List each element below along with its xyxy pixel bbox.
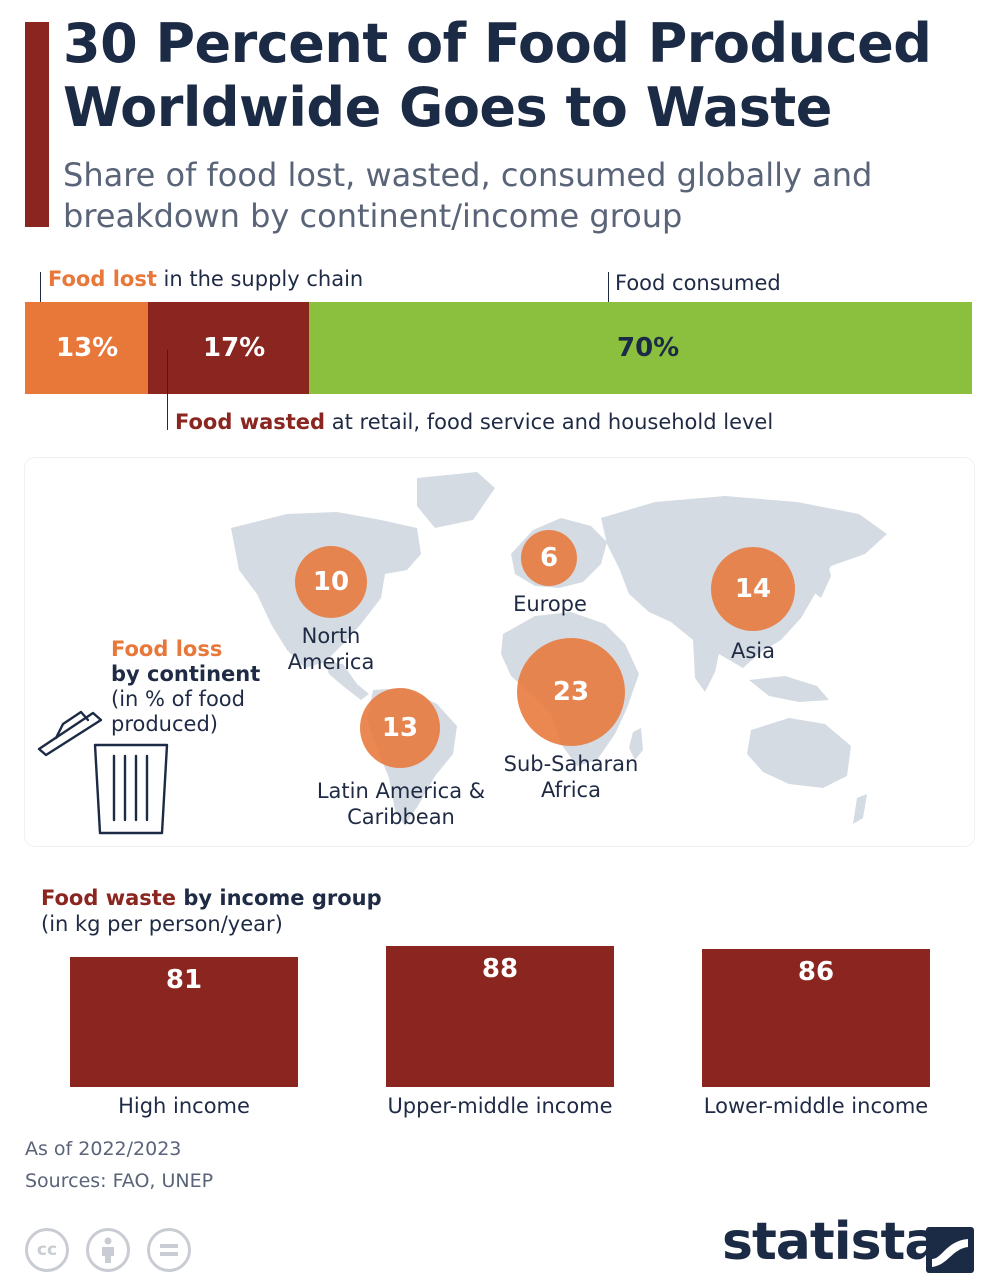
share-stacked-bar: 13% 17% 70% xyxy=(25,302,972,394)
region-label-sub-saharan-africa-line2: Africa xyxy=(541,778,601,802)
income-bar-category-2: Upper-middle income xyxy=(387,1094,613,1118)
income-bar-3 xyxy=(702,949,930,1087)
wasted-label-tick xyxy=(167,350,168,430)
region-label-latin-america: Latin America & Caribbean xyxy=(317,778,485,830)
bubble-value-latin-america: 13 xyxy=(381,713,419,743)
food-lost-label-highlight: Food lost xyxy=(48,267,157,291)
region-label-north-america: North America xyxy=(288,623,375,675)
bubble-value-north-america: 10 xyxy=(312,567,350,597)
date-note: As of 2022/2023 xyxy=(25,1138,182,1160)
region-label-sub-saharan-africa: Sub-Saharan Africa xyxy=(504,751,639,803)
income-chart-subtitle: (in kg per person/year) xyxy=(41,912,283,936)
income-chart-title: Food waste by income group xyxy=(41,885,382,911)
segment-food-lost xyxy=(25,302,149,394)
income-bar-value-3: 86 xyxy=(797,957,835,988)
attribution-icon-glyph xyxy=(102,1237,114,1263)
map-legend-line2: by continent xyxy=(111,662,261,686)
page-subtitle: Share of food lost, wasted, consumed glo… xyxy=(63,156,873,235)
income-bar-value-1: 81 xyxy=(165,965,203,996)
food-wasted-label-rest: at retail, food service and household le… xyxy=(325,410,774,434)
region-label-europe: Europe xyxy=(513,592,587,616)
income-bar-category-1: High income xyxy=(118,1094,250,1118)
segment-food-lost-value: 13% xyxy=(56,333,119,363)
bubble-north-america xyxy=(295,546,367,618)
map-bubbles xyxy=(295,530,795,768)
region-label-sub-saharan-africa-line1: Sub-Saharan xyxy=(503,752,639,776)
income-chart-title-highlight: Food waste xyxy=(41,886,177,910)
segment-food-consumed-value: 70% xyxy=(617,333,680,363)
segment-food-wasted xyxy=(148,302,310,394)
bubble-europe xyxy=(521,530,577,586)
no-derivatives-icon-glyph xyxy=(160,1244,178,1256)
bubble-value-sub-saharan-africa: 23 xyxy=(552,677,590,707)
creative-commons-icon[interactable]: cc xyxy=(25,1228,69,1272)
income-chart-title-rest: by income group xyxy=(176,886,382,910)
income-bar-category-3: Lower-middle income xyxy=(703,1094,929,1118)
region-label-latin-america-line1: Latin America & xyxy=(316,779,486,803)
region-label-north-america-line2: America xyxy=(287,650,375,674)
bubble-value-europe: 6 xyxy=(539,543,559,573)
food-lost-label: Food lost in the supply chain xyxy=(48,267,363,291)
bubble-latin-america xyxy=(360,688,440,768)
region-label-latin-america-line2: Caribbean xyxy=(347,805,455,829)
segment-food-consumed xyxy=(309,302,972,394)
bubble-value-asia: 14 xyxy=(734,574,772,604)
sources-note: Sources: FAO, UNEP xyxy=(25,1170,214,1192)
income-bar-1 xyxy=(70,957,298,1087)
world-map-panel xyxy=(25,458,974,846)
map-legend-line4: produced) xyxy=(111,712,218,736)
income-bar-value-2: 88 xyxy=(481,954,519,985)
title-accent-bar xyxy=(25,22,49,227)
world-map xyxy=(37,472,887,835)
no-derivatives-icon[interactable] xyxy=(147,1228,191,1272)
bubble-sub-saharan-africa xyxy=(517,638,625,746)
food-wasted-label: Food wasted at retail, food service and … xyxy=(175,410,773,434)
trash-can-icon xyxy=(37,710,169,835)
region-label-north-america-line1: North xyxy=(301,624,361,648)
region-label-asia: Asia xyxy=(730,639,776,663)
map-legend-line3: (in % of food xyxy=(111,687,245,711)
bubble-asia xyxy=(711,547,795,631)
income-bar-2 xyxy=(386,946,614,1087)
food-lost-label-rest: in the supply chain xyxy=(156,267,364,291)
map-legend: Food loss by continent (in % of food pro… xyxy=(111,637,260,737)
attribution-icon[interactable] xyxy=(86,1228,130,1272)
food-consumed-label: Food consumed xyxy=(615,271,781,295)
statista-logo-icon[interactable] xyxy=(926,1227,974,1273)
segment-food-wasted-value: 17% xyxy=(203,333,266,363)
map-legend-line1: Food loss xyxy=(111,637,223,661)
food-wasted-label-highlight: Food wasted xyxy=(175,410,326,434)
statista-logo-text[interactable]: statista xyxy=(722,1212,939,1272)
page-title: 30 Percent of Food Produced Worldwide Go… xyxy=(63,12,932,139)
